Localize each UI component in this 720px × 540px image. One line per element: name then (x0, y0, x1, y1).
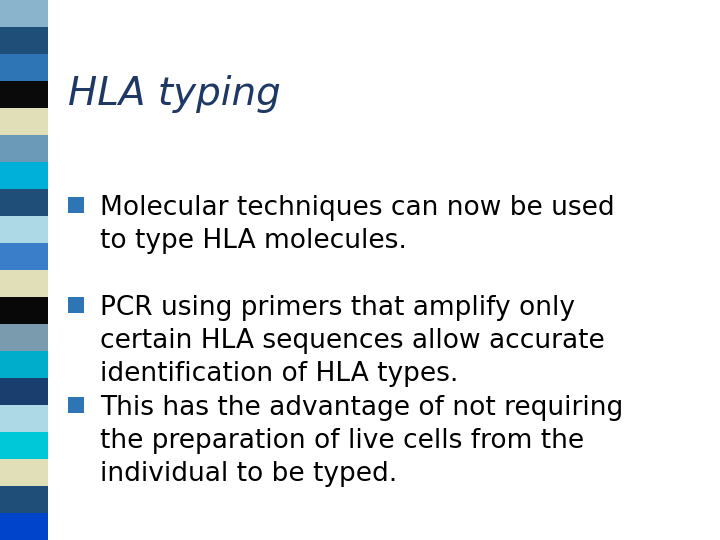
Bar (0, 54, 48, 81)
Bar (0, 405, 48, 432)
Bar (0, 81, 48, 108)
Bar (0, 297, 48, 324)
Bar (0, 486, 48, 513)
Bar (0, 27, 48, 54)
Text: HLA typing: HLA typing (68, 75, 281, 113)
Text: PCR using primers that amplify only
certain HLA sequences allow accurate
identif: PCR using primers that amplify only cert… (100, 295, 605, 387)
Bar (0, 324, 48, 351)
Bar (0, 243, 48, 270)
Bar (0, 351, 48, 378)
Bar (68, 297, 84, 313)
Bar (68, 397, 84, 413)
Bar (0, 432, 48, 459)
Bar (0, 162, 48, 189)
Bar (0, 108, 48, 135)
Bar (0, 270, 48, 297)
Bar (0, 216, 48, 243)
Bar (0, 459, 48, 486)
Text: Molecular techniques can now be used
to type HLA molecules.: Molecular techniques can now be used to … (100, 195, 615, 254)
Bar (0, 378, 48, 405)
Text: This has the advantage of not requiring
the preparation of live cells from the
i: This has the advantage of not requiring … (100, 395, 624, 487)
Bar (68, 197, 84, 213)
Bar (0, 189, 48, 216)
Bar (0, 135, 48, 162)
Bar (0, 513, 48, 540)
Bar (0, 0, 48, 27)
